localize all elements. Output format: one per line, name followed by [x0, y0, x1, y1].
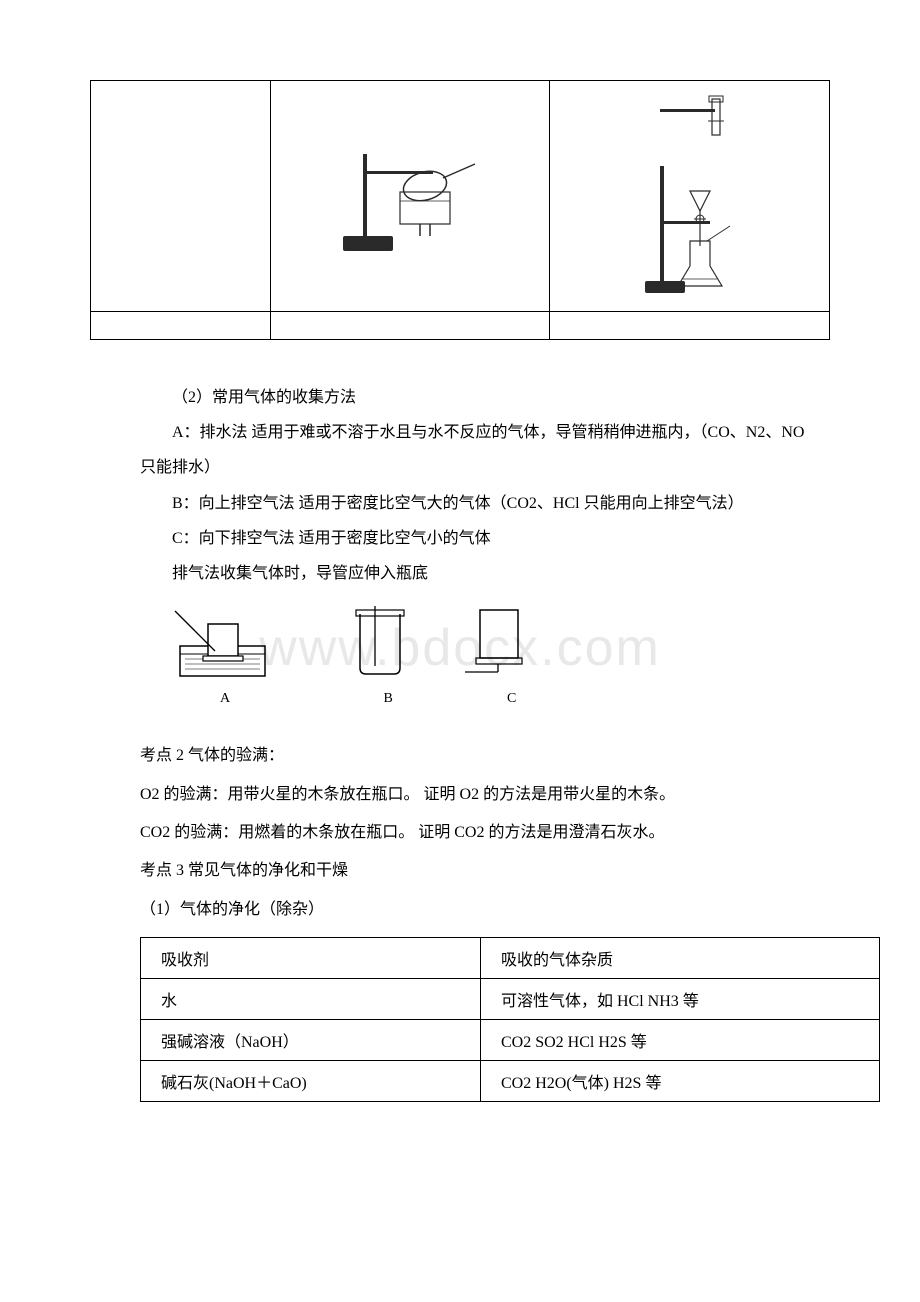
- table-row: 碱石灰(NaOH＋CaO) CO2 H2O(气体) H2S 等: [141, 1061, 880, 1102]
- collection-methods-icon: [170, 596, 550, 686]
- apparatus-cell-3: [550, 81, 830, 312]
- absorb-header-2: 吸收的气体杂质: [481, 938, 880, 979]
- method-a-content: A：排水法 适用于难或不溶于水且与水不反应的气体，导管稍稍伸进瓶内，（CO、N2…: [140, 424, 804, 476]
- table-row: 强碱溶液（NaOH） CO2 SO2 HCl H2S 等: [141, 1020, 880, 1061]
- apparatus-label-2: [270, 312, 550, 340]
- table-row: [91, 312, 830, 340]
- kp2-co2: CO2 的验满：用燃着的木条放在瓶口。 证明 CO2 的方法是用澄清石灰水。: [140, 814, 830, 852]
- method-a-text: A：排水法 适用于难或不溶于水且与水不反应的气体，导管稍稍伸进瓶内，（CO、N2…: [140, 415, 820, 485]
- label-a: A: [220, 691, 260, 707]
- kp3-sub: （1）气体的净化（除杂）: [140, 891, 830, 929]
- absorb-cell: 水: [141, 979, 481, 1020]
- absorb-cell: 碱石灰(NaOH＋CaO): [141, 1061, 481, 1102]
- absorb-header-1: 吸收剂: [141, 938, 481, 979]
- absorb-cell: CO2 H2O(气体) H2S 等: [481, 1061, 880, 1102]
- method-note-content: 排气法收集气体时，导管应伸入瓶底: [172, 565, 428, 582]
- absorbent-table: 吸收剂 吸收的气体杂质 水 可溶性气体，如 HCl NH3 等 强碱溶液（NaO…: [140, 937, 880, 1102]
- absorb-cell: CO2 SO2 HCl H2S 等: [481, 1020, 880, 1061]
- collection-methods-title: （2）常用气体的收集方法: [140, 380, 820, 415]
- label-b: B: [384, 691, 424, 707]
- table-row: [91, 81, 830, 312]
- absorb-cell: 强碱溶液（NaOH）: [141, 1020, 481, 1061]
- apparatus-retort-stand-icon: [325, 136, 495, 256]
- method-b-text: B：向上排空气法 适用于密度比空气大的气体（CO2、HCl 只能用向上排空气法）: [140, 486, 820, 521]
- apparatus-label-1: [91, 312, 271, 340]
- apparatus-cell-1: [91, 81, 271, 312]
- table-row: 吸收剂 吸收的气体杂质: [141, 938, 880, 979]
- method-c-content: C：向下排空气法 适用于密度比空气小的气体: [172, 530, 491, 547]
- apparatus-cell-2: [270, 81, 550, 312]
- kp2-title: 考点 2 气体的验满：: [140, 737, 830, 775]
- table-row: 水 可溶性气体，如 HCl NH3 等: [141, 979, 880, 1020]
- kp3-title: 考点 3 常见气体的净化和干燥: [140, 852, 830, 890]
- method-c-text: C：向下排空气法 适用于密度比空气小的气体: [140, 521, 820, 556]
- absorb-cell: 可溶性气体，如 HCl NH3 等: [481, 979, 880, 1020]
- apparatus-diagram-table: [90, 80, 830, 340]
- method-note-text: 排气法收集气体时，导管应伸入瓶底: [140, 556, 820, 591]
- collection-diagram: A B C: [170, 596, 830, 707]
- apparatus-funnel-flask-icon: [620, 91, 760, 301]
- collection-labels: A B C: [265, 691, 830, 707]
- label-c: C: [507, 691, 547, 707]
- apparatus-label-3: [550, 312, 830, 340]
- kp2-o2: O2 的验满：用带火星的木条放在瓶口。 证明 O2 的方法是用带火星的木条。: [140, 776, 830, 814]
- method-b-content: B：向上排空气法 适用于密度比空气大的气体（CO2、HCl 只能用向上排空气法）: [172, 495, 744, 512]
